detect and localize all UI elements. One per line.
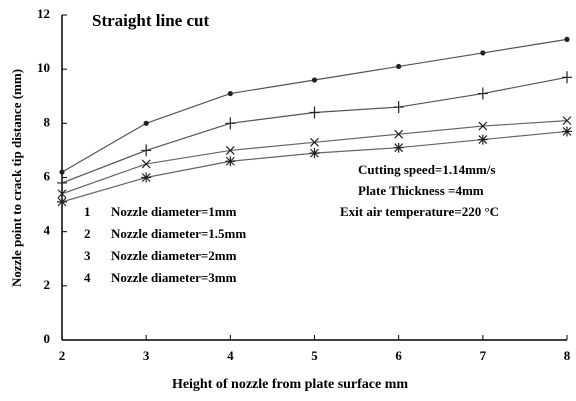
annotation: Plate Thickness =4mm bbox=[358, 183, 484, 198]
y-tick-label: 6 bbox=[44, 168, 51, 183]
point-marker bbox=[564, 36, 570, 42]
point-marker bbox=[310, 137, 319, 147]
point-marker bbox=[309, 106, 320, 119]
point-marker bbox=[57, 189, 67, 199]
legend-number: 3 bbox=[84, 248, 91, 263]
y-axis-label: Nozzle point to crack tip distance (mm) bbox=[9, 69, 24, 287]
point-marker bbox=[394, 129, 404, 139]
point-marker bbox=[393, 142, 404, 153]
point-marker bbox=[311, 77, 318, 83]
x-tick-label: 5 bbox=[311, 348, 318, 363]
point-marker bbox=[225, 156, 236, 167]
point-marker bbox=[143, 120, 149, 126]
legend-number: 4 bbox=[84, 270, 91, 285]
legend-number: 1 bbox=[84, 204, 91, 219]
x-tick-label: 6 bbox=[395, 348, 402, 363]
point-marker bbox=[477, 134, 488, 145]
x-tick-label: 8 bbox=[564, 348, 571, 363]
point-marker bbox=[141, 159, 151, 169]
point-marker bbox=[562, 116, 572, 126]
point-marker bbox=[309, 148, 320, 159]
x-tick-label: 4 bbox=[227, 348, 234, 363]
point-marker bbox=[478, 121, 488, 131]
legend-label: Nozzle diameter=1.5mm bbox=[111, 226, 246, 241]
legend-number: 2 bbox=[84, 226, 91, 241]
point-marker bbox=[57, 176, 67, 189]
x-tick-label: 3 bbox=[143, 348, 150, 363]
point-marker bbox=[227, 90, 233, 97]
point-marker bbox=[141, 172, 152, 183]
point-marker bbox=[141, 144, 152, 157]
point-marker bbox=[477, 87, 488, 100]
y-tick-label: 8 bbox=[44, 114, 51, 129]
y-tick-label: 2 bbox=[44, 277, 51, 292]
legend-label: Nozzle diameter=1mm bbox=[111, 204, 237, 219]
x-tick-label: 2 bbox=[59, 348, 66, 363]
point-marker bbox=[562, 126, 572, 137]
point-marker bbox=[225, 145, 235, 155]
point-marker bbox=[57, 196, 67, 207]
point-marker bbox=[562, 71, 572, 84]
y-tick-label: 0 bbox=[44, 331, 51, 346]
point-marker bbox=[480, 50, 486, 56]
point-marker bbox=[393, 101, 404, 114]
annotation: Exit air temperature=220 °C bbox=[340, 204, 499, 219]
legend-label: Nozzle diameter=3mm bbox=[111, 270, 237, 285]
legend-label: Nozzle diameter=2mm bbox=[111, 248, 237, 263]
annotation: Cutting speed=1.14mm/s bbox=[358, 162, 495, 177]
point-marker bbox=[225, 117, 236, 130]
x-axis-label: Height of nozzle from plate surface mm bbox=[172, 377, 408, 392]
x-tick-label: 7 bbox=[480, 348, 487, 363]
point-marker bbox=[396, 63, 402, 70]
point-marker bbox=[59, 169, 65, 175]
y-tick-label: 4 bbox=[44, 223, 51, 238]
chart-title: Straight line cut bbox=[92, 11, 209, 30]
y-tick-label: 12 bbox=[37, 6, 50, 21]
y-tick-label: 10 bbox=[37, 60, 50, 75]
